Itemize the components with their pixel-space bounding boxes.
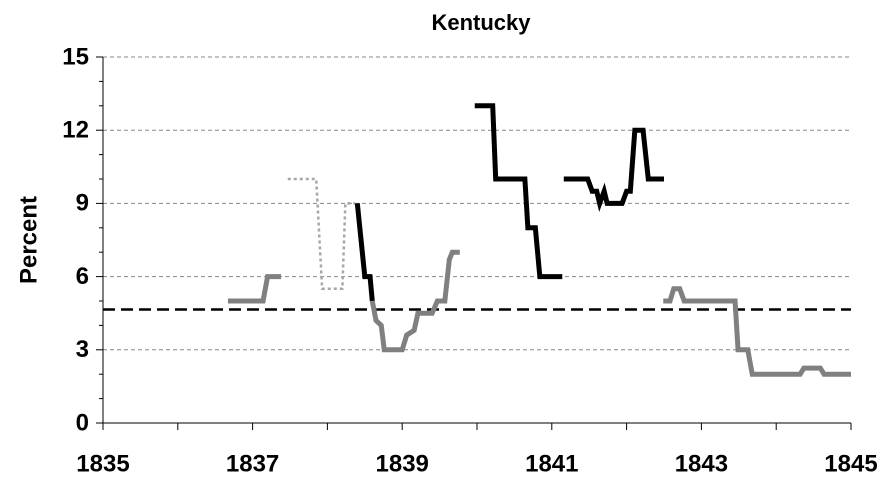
- y-tick-label: 6: [76, 263, 89, 290]
- series-line: [354, 203, 375, 302]
- x-tick-label: 1845: [824, 450, 877, 477]
- series-line: [227, 274, 282, 304]
- series-line: [474, 103, 563, 280]
- x-tick-label: 1837: [226, 450, 279, 477]
- y-tick-label: 3: [76, 336, 89, 363]
- y-tick-label: 12: [62, 117, 89, 144]
- x-tick-label: 1839: [376, 450, 429, 477]
- y-tick-label: 15: [62, 43, 89, 70]
- series-line: [287, 177, 356, 291]
- series-line: [369, 249, 460, 353]
- series-line: [663, 286, 851, 377]
- chart-title: Kentucky: [431, 10, 531, 35]
- y-tick-label: 9: [76, 190, 89, 217]
- series-line: [563, 127, 664, 212]
- y-axis-label: Percent: [15, 196, 42, 284]
- y-tick-label: 0: [76, 409, 89, 436]
- x-tick-label: 1835: [76, 450, 129, 477]
- x-tick-label: 1841: [525, 450, 578, 477]
- x-tick-label: 1843: [675, 450, 728, 477]
